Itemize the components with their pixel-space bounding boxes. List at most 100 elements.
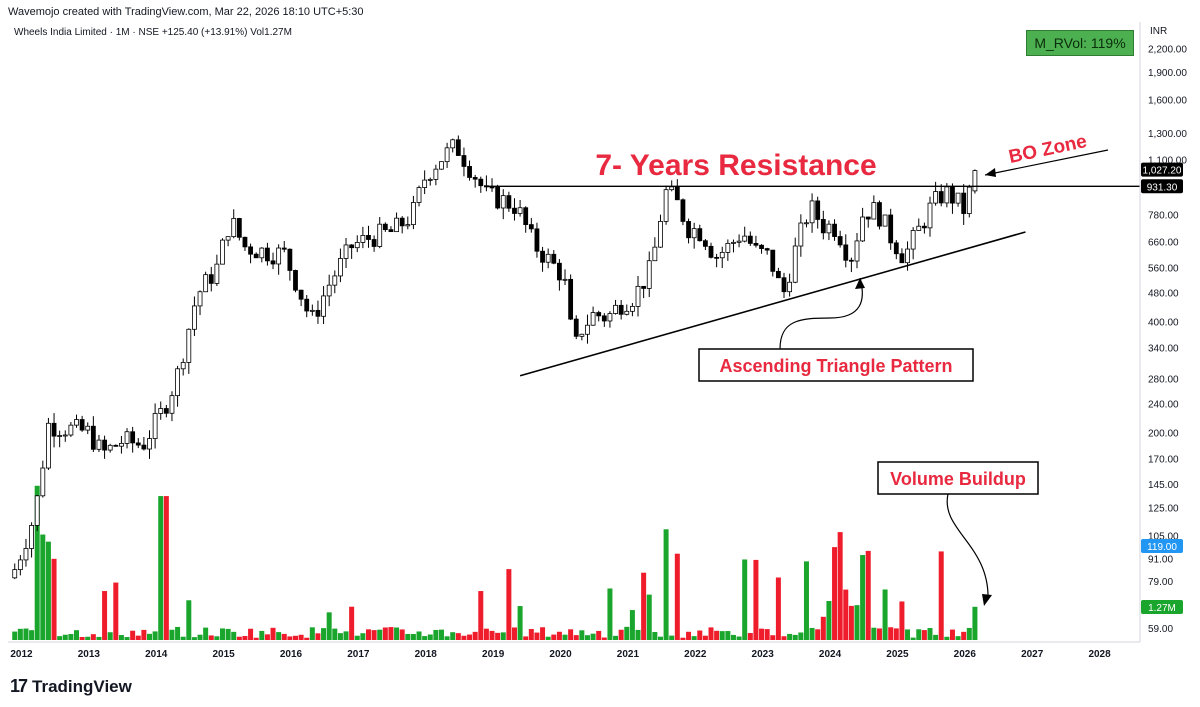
volume-bar xyxy=(938,551,944,640)
last-price-tag-bg xyxy=(1141,162,1183,177)
candle-body xyxy=(309,309,315,312)
candle-body xyxy=(455,139,461,156)
candle-body xyxy=(652,246,658,262)
candle-body xyxy=(753,242,759,246)
candle-body xyxy=(893,242,899,255)
candle-body xyxy=(899,253,905,264)
candle-body xyxy=(298,289,304,300)
volume-bar xyxy=(17,628,23,640)
bo-zone-arrowhead xyxy=(985,168,996,177)
candle-body xyxy=(871,202,877,220)
candle-body xyxy=(961,192,967,214)
candle-body xyxy=(843,244,849,261)
candle-body xyxy=(248,246,253,255)
volume-bar xyxy=(365,629,371,640)
x-tick-label: 2012 xyxy=(10,649,33,660)
x-tick-label: 2022 xyxy=(684,649,707,660)
candle-body xyxy=(837,236,843,246)
candle-body xyxy=(338,258,343,277)
candle-body xyxy=(568,278,574,320)
volume-bar xyxy=(326,612,332,640)
candle-body xyxy=(40,467,46,497)
candle-body xyxy=(34,495,40,526)
triangle-label-box: Ascending Triangle Pattern xyxy=(698,348,974,382)
candle-body xyxy=(680,199,686,222)
candle-body xyxy=(573,318,579,337)
last-price-tag-text: 1,027.20 xyxy=(1143,166,1182,177)
volume-bar xyxy=(697,630,703,640)
candle-body xyxy=(46,422,51,469)
volume-bar xyxy=(798,632,804,640)
candle-body xyxy=(304,298,310,312)
volume-arrow xyxy=(946,493,989,601)
volume-bar xyxy=(405,633,411,640)
volume-bar xyxy=(686,631,692,640)
volume-bar xyxy=(483,628,489,640)
volume-bar xyxy=(191,637,197,640)
volume-bar xyxy=(635,629,641,640)
candle-body xyxy=(888,214,894,244)
candle-body xyxy=(579,333,585,337)
volume-bar xyxy=(916,629,922,640)
triangle-arrow xyxy=(779,277,863,350)
resistance-title: 7- Years Resistance xyxy=(595,149,876,182)
candle-body xyxy=(197,291,203,307)
candle-body xyxy=(562,278,568,281)
volume-bar xyxy=(854,605,860,640)
volume-bar xyxy=(719,631,725,640)
candle-body xyxy=(809,200,815,224)
volume-bar xyxy=(444,636,450,640)
candle-body xyxy=(444,147,450,163)
candle-body xyxy=(17,559,23,571)
volume-bars xyxy=(12,485,978,640)
volume-label-text: Volume Buildup xyxy=(890,469,1026,489)
candle-body xyxy=(596,312,602,317)
volume-bar xyxy=(304,637,310,640)
volume-bar xyxy=(905,629,911,640)
volume-bar xyxy=(276,632,282,640)
candle-body xyxy=(674,186,680,201)
volume-bar xyxy=(29,630,35,640)
volume-bar xyxy=(175,626,181,640)
bo-zone-arrow xyxy=(984,149,1109,176)
candle-body xyxy=(208,274,214,284)
y-tick-label: 170.00 xyxy=(1148,454,1179,465)
candle-body xyxy=(500,195,506,209)
candle-body xyxy=(394,217,399,233)
candle-body xyxy=(62,434,68,437)
last-price-tag: 1,027.20 xyxy=(1141,162,1183,177)
candle-body xyxy=(411,202,416,226)
volume-bar xyxy=(882,589,888,640)
volume-bar xyxy=(225,628,231,640)
support-trend-line xyxy=(519,231,1026,377)
volume-bar xyxy=(523,636,529,640)
volume-bar xyxy=(147,633,152,640)
volume-bar xyxy=(725,631,731,640)
candle-body xyxy=(68,424,74,436)
volume-bar xyxy=(281,633,287,640)
volume-bar xyxy=(158,496,164,640)
resistance-price-tag: 931.30 xyxy=(1141,179,1183,194)
candle-body xyxy=(467,166,472,178)
candle-body xyxy=(882,214,888,227)
candle-body xyxy=(349,244,355,249)
volume-bar xyxy=(427,634,433,640)
volume-bar xyxy=(135,635,141,640)
volume-bar xyxy=(85,636,91,640)
volume-bar xyxy=(860,555,866,640)
volume-bar xyxy=(837,532,843,640)
candle-body xyxy=(214,263,220,284)
candle-body xyxy=(478,178,484,187)
volume-bar xyxy=(472,631,478,640)
volume-bar xyxy=(208,635,214,640)
candle-body xyxy=(416,187,422,203)
candle-body xyxy=(798,222,804,247)
volume-label-frame xyxy=(877,461,1039,495)
y-tick-label: 1,100.00 xyxy=(1148,156,1187,167)
volume-bar xyxy=(248,628,254,640)
candle-body xyxy=(113,444,119,447)
y-tick-label: 125.00 xyxy=(1148,504,1179,515)
candle-body xyxy=(528,224,534,230)
